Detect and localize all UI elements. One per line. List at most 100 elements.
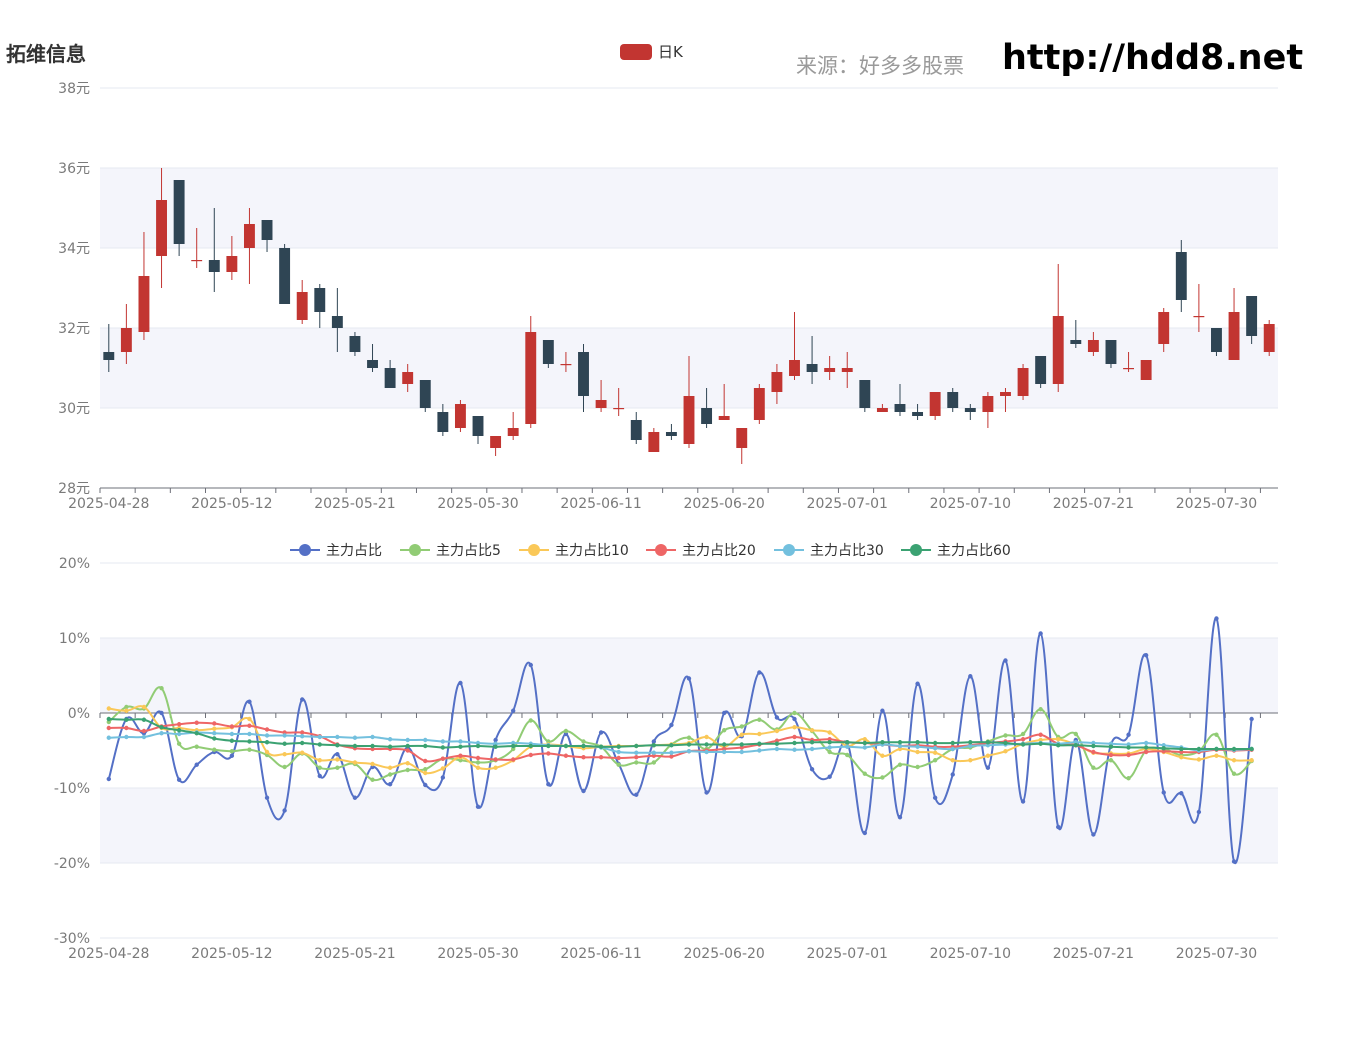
series-point-1 <box>510 708 516 713</box>
series-point-6 <box>792 740 797 746</box>
series-point-5 <box>264 733 270 738</box>
series-point-3 <box>212 726 217 731</box>
legend-label-1: 主力占比 <box>326 543 382 559</box>
candle-body <box>314 288 326 312</box>
candle-body <box>525 332 537 424</box>
series-point-1 <box>968 674 973 679</box>
candle-body <box>1263 324 1275 352</box>
series-point-5 <box>739 749 744 755</box>
candle-body <box>384 368 396 388</box>
x-tick-label: 2025-07-01 <box>807 946 888 962</box>
series-point-2 <box>159 686 164 691</box>
series-line-6 <box>108 718 1252 751</box>
y-tick-label: 0% <box>68 706 90 722</box>
series-point-1 <box>159 710 164 716</box>
series-point-3 <box>704 734 709 740</box>
series-point-5 <box>405 737 410 743</box>
series-point-1 <box>1038 631 1043 636</box>
series-point-6 <box>212 736 217 741</box>
x-tick-label: 2025-05-12 <box>191 496 272 512</box>
y-tick-label: 30元 <box>58 401 90 417</box>
series-point-2 <box>335 765 340 770</box>
series-point-1 <box>792 716 797 722</box>
candle-body <box>648 432 660 452</box>
candle-body <box>472 416 484 436</box>
series-point-4 <box>792 734 797 740</box>
series-point-4 <box>1091 749 1096 755</box>
series-point-6 <box>985 740 991 745</box>
candle-body <box>578 352 589 396</box>
series-point-2 <box>651 760 657 765</box>
series-point-5 <box>440 739 446 744</box>
series-point-5 <box>669 750 674 755</box>
legend-label-5: 主力占比30 <box>810 543 884 559</box>
series-point-5 <box>299 734 305 739</box>
series-point-1 <box>704 790 709 795</box>
candle-body <box>490 436 502 448</box>
series-point-5 <box>387 737 393 742</box>
series-point-5 <box>915 744 920 749</box>
series-point-6 <box>686 742 692 747</box>
candle-body <box>982 396 994 412</box>
series-point-1 <box>423 782 428 788</box>
candle-body <box>1193 316 1205 318</box>
legend-label-kline: 日K <box>658 43 684 61</box>
series-point-1 <box>317 773 322 779</box>
series-point-3 <box>1231 758 1237 763</box>
series-point-6 <box>634 743 639 749</box>
series-point-4 <box>229 724 235 729</box>
candle-body <box>1000 392 1011 396</box>
series-point-1 <box>932 795 938 800</box>
candle-body <box>841 368 853 372</box>
series-point-2 <box>757 717 762 722</box>
series-point-6 <box>493 744 498 749</box>
candle-body <box>789 360 800 376</box>
candle-body <box>894 404 906 412</box>
series-point-1 <box>686 676 692 681</box>
series-point-3 <box>880 753 885 758</box>
candle-body <box>1087 340 1099 352</box>
series-point-2 <box>880 775 885 780</box>
y-tick-label: -30% <box>54 931 90 947</box>
series-point-3 <box>317 758 322 763</box>
series-point-6 <box>458 744 463 749</box>
series-point-2 <box>124 704 129 710</box>
series-point-4 <box>141 728 147 734</box>
series-point-1 <box>1214 616 1219 621</box>
y-tick-label: 10% <box>59 631 90 647</box>
candle-body <box>279 248 291 304</box>
series-point-3 <box>1179 755 1184 760</box>
series-point-2 <box>915 764 920 770</box>
series-point-6 <box>124 717 129 722</box>
site-url[interactable]: http://hdd8.net <box>1002 38 1304 78</box>
series-point-6 <box>704 742 709 747</box>
series-point-6 <box>1161 746 1166 751</box>
series-point-4 <box>176 722 182 727</box>
series-point-6 <box>1126 745 1131 750</box>
series-point-3 <box>423 770 428 776</box>
series-point-6 <box>581 743 586 749</box>
series-point-5 <box>282 733 287 738</box>
series-point-5 <box>176 731 182 737</box>
x-tick-label: 2025-04-28 <box>68 496 149 512</box>
page-title: 拓维信息 <box>6 42 86 66</box>
series-point-1 <box>809 767 815 772</box>
candle-body <box>595 400 607 408</box>
series-point-1 <box>915 681 920 686</box>
series-point-6 <box>932 740 938 746</box>
series-point-5 <box>809 746 815 752</box>
series-point-5 <box>1143 740 1149 746</box>
legend-marker-6 <box>910 544 922 556</box>
x-tick-label: 2025-06-11 <box>560 496 641 512</box>
series-point-6 <box>352 743 358 749</box>
candle-body <box>630 420 642 440</box>
candle-body <box>419 380 431 408</box>
series-point-5 <box>721 749 727 755</box>
series-point-2 <box>845 752 850 758</box>
series-point-4 <box>510 757 516 762</box>
series-point-2 <box>212 747 217 752</box>
series-point-2 <box>739 724 744 729</box>
series-point-2 <box>581 739 586 744</box>
split-band <box>100 638 1278 713</box>
series-point-6 <box>475 743 481 749</box>
